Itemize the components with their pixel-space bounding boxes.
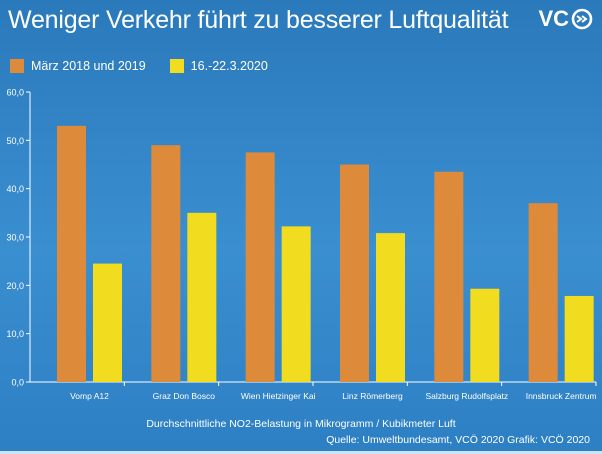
- y-tick-label: 60,0: [6, 88, 24, 98]
- x-tick-label: Graz Don Bosco: [153, 391, 216, 401]
- legend-label-series-1: März 2018 und 2019: [31, 59, 146, 73]
- page-title: Weniger Verkehr führt zu besserer Luftqu…: [8, 6, 509, 34]
- legend-label-series-2: 16.-22.3.2020: [190, 59, 268, 73]
- y-tick-label: 30,0: [6, 233, 24, 243]
- y-tick-label: 40,0: [6, 184, 24, 194]
- bar-series-1: [245, 152, 275, 382]
- bar-series-1: [57, 125, 86, 383]
- logo-text: VC: [538, 6, 569, 31]
- vcoe-arrows-logo-icon: [571, 8, 593, 30]
- x-tick-label: Wien Hietzinger Kai: [241, 391, 316, 401]
- legend-swatch-series-1: [10, 59, 24, 73]
- bar-series-2: [564, 295, 594, 382]
- bar-series-2: [93, 263, 122, 382]
- legend: März 2018 und 2019 16.-22.3.2020: [10, 59, 282, 73]
- y-tick-label: 0,0: [11, 378, 24, 388]
- y-tick-label: 10,0: [6, 329, 24, 339]
- bar-series-1: [151, 145, 181, 382]
- bar-series-1: [434, 171, 464, 382]
- y-tick-label: 50,0: [6, 136, 24, 146]
- x-axis-label: Durchschnittliche NO2-Belastung in Mikro…: [146, 418, 456, 430]
- legend-swatch-series-2: [169, 59, 184, 73]
- legend-item-series-2: 16.-22.3.2020: [169, 59, 268, 73]
- bar-series-2: [281, 226, 311, 382]
- x-tick-label: Salzburg Rudolfsplatz: [425, 391, 508, 401]
- bar-series-2: [470, 288, 500, 382]
- y-tick-label: 20,0: [6, 281, 24, 291]
- bar-series-2: [376, 233, 405, 382]
- legend-item-series-1: März 2018 und 2019: [10, 59, 146, 73]
- source-note: Quelle: Umweltbundesamt, VCÖ 2020 Grafik…: [326, 434, 590, 446]
- vcoe-logo: VC: [538, 6, 594, 32]
- bottom-strip: [0, 451, 602, 454]
- bar-series-1: [340, 164, 369, 382]
- bar-series-2: [187, 212, 217, 382]
- bar-series-1: [528, 203, 558, 382]
- x-tick-label: Vomp A12: [70, 391, 109, 401]
- bar-chart: 0,0 10,0 20,0 30,0 40,0 50,0 60,0 Vomp A12 Graz …: [6, 88, 597, 402]
- x-tick-label: Innsbruck Zentrum: [526, 391, 597, 401]
- x-tick-label: Linz Römerberg: [342, 391, 403, 401]
